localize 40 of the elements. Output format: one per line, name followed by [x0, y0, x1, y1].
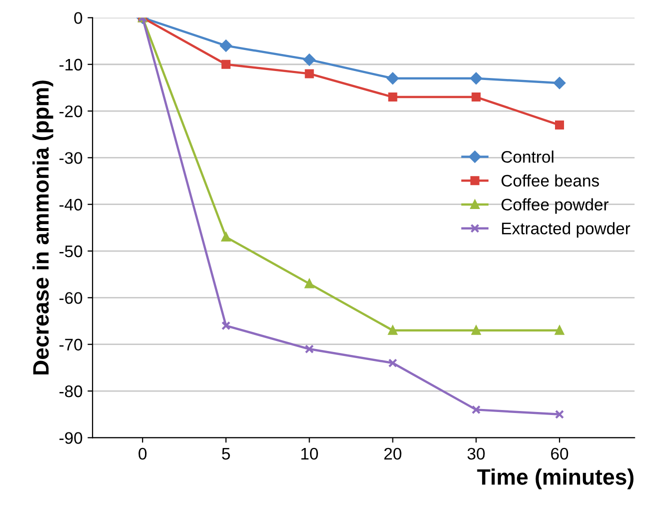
y-tick-label: -10 [59, 58, 82, 71]
legend-label: Control [502, 150, 554, 163]
legend-label: Coffee beans [502, 174, 599, 187]
x-axis-title: Time (minutes) [477, 468, 634, 490]
point [386, 72, 399, 84]
point [472, 326, 481, 335]
y-tick-label: -50 [59, 245, 82, 258]
point [221, 60, 230, 69]
x-tick-label: 5 [222, 448, 230, 460]
y-tick-label: 0 [74, 12, 82, 24]
y-tick-label: -30 [59, 152, 82, 164]
point [554, 120, 564, 130]
y-tick-label: -60 [59, 292, 82, 304]
y-tick-label: -90 [59, 432, 82, 444]
x-tick-label: 30 [467, 448, 485, 460]
legend-label: Extracted powder [502, 222, 630, 238]
point [554, 410, 564, 419]
y-tick-label: -70 [59, 338, 82, 351]
x-tick-label: 60 [551, 448, 568, 460]
point [303, 54, 316, 66]
point [221, 321, 230, 330]
x-tick-label: 0 [138, 448, 147, 460]
y-tick-label: -80 [59, 385, 82, 398]
y-axis-title: Decrease in ammonia (ppm) [32, 80, 54, 374]
point [554, 77, 566, 89]
point [220, 40, 232, 52]
point [472, 405, 481, 414]
point [470, 72, 482, 84]
y-tick-label: -20 [59, 105, 82, 118]
point [554, 326, 564, 335]
point [388, 358, 398, 368]
point [388, 326, 398, 335]
point [388, 92, 398, 102]
point [304, 344, 314, 354]
point [304, 69, 314, 78]
x-tick-label: 10 [301, 448, 318, 460]
x-tick-label: 20 [384, 448, 402, 460]
y-tick-label: -40 [59, 198, 82, 211]
legend-label: Coffee powder [502, 198, 609, 214]
point [472, 92, 481, 102]
